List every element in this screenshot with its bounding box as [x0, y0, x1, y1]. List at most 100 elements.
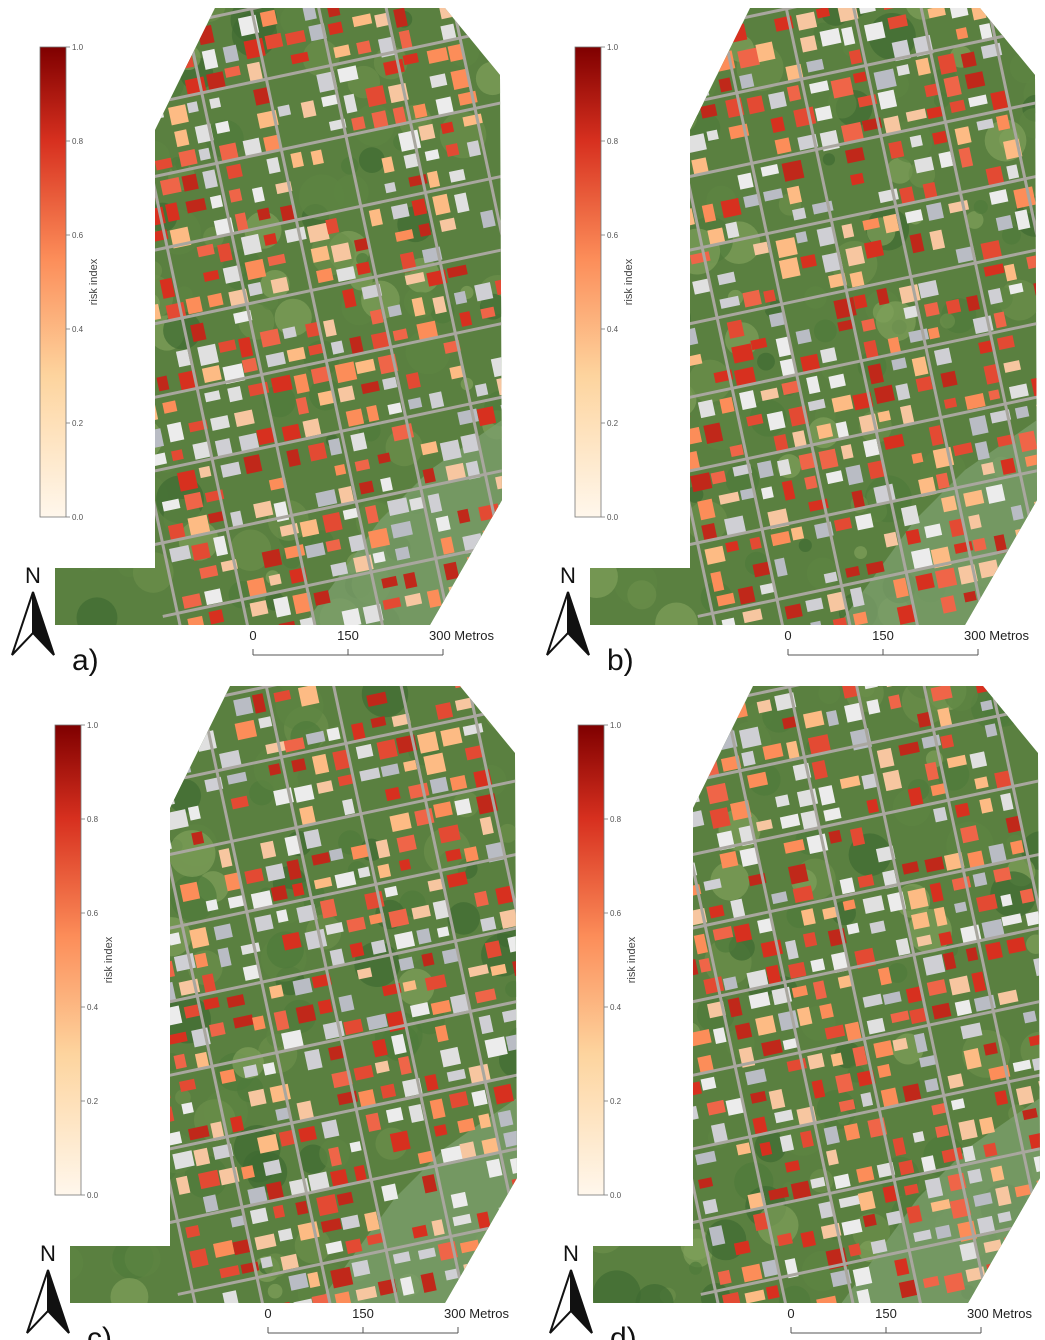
building	[659, 768, 680, 783]
tree-cover	[626, 1008, 668, 1050]
tree-cover	[112, 1200, 158, 1246]
tree-cover	[104, 331, 127, 354]
building	[241, 1165, 255, 1179]
building	[608, 77, 621, 92]
building	[625, 825, 640, 844]
building	[499, 1205, 516, 1225]
tree-cover	[83, 845, 115, 877]
colorbar-tick-label: 1.0	[72, 43, 84, 52]
building	[338, 386, 355, 403]
building	[616, 122, 637, 139]
building	[530, 444, 546, 462]
building	[227, 1314, 246, 1331]
building	[972, 538, 986, 552]
building	[109, 43, 126, 55]
building	[684, 786, 699, 804]
scale-bar-label: 150	[352, 1306, 374, 1321]
building	[676, 406, 690, 419]
building	[667, 359, 683, 371]
building	[885, 672, 907, 688]
building	[955, 803, 970, 818]
building	[440, 1047, 461, 1067]
map-panel: 0.00.20.40.60.81.0risk indexNc)0150300 M…	[27, 630, 644, 1340]
building	[189, 1248, 208, 1268]
colorbar-tick-label: 0.0	[72, 513, 84, 522]
building	[650, 64, 670, 81]
building	[435, 702, 453, 720]
building	[926, 202, 944, 221]
building	[944, 1272, 965, 1293]
tree-cover	[940, 313, 955, 328]
building	[519, 494, 538, 511]
building	[755, 1015, 776, 1036]
building	[674, 740, 688, 753]
building	[102, 824, 121, 845]
building	[248, 1308, 261, 1322]
colorbar-title: risk index	[88, 258, 100, 305]
north-arrow	[12, 592, 33, 655]
building	[975, 677, 993, 694]
colorbar-tick-label: 0.4	[87, 1003, 99, 1012]
building	[733, 923, 752, 942]
building	[121, 211, 143, 230]
building	[152, 739, 169, 751]
map-panel: 0.00.20.40.60.81.0risk indexNd)0150300 M…	[550, 630, 1045, 1340]
panel-label: d)	[610, 1322, 637, 1340]
building	[127, 941, 143, 962]
tree-cover	[77, 157, 119, 199]
aerial-map	[42, 0, 629, 694]
building	[651, 942, 668, 958]
building	[365, 85, 386, 107]
building	[245, 259, 267, 280]
tree-cover	[143, 261, 162, 280]
building	[508, 1254, 522, 1268]
building	[86, 46, 102, 59]
tree-cover	[359, 147, 385, 173]
building	[493, 1084, 514, 1105]
tree-cover	[62, 188, 97, 223]
colorbar-tick-label: 0.4	[610, 1003, 622, 1012]
building	[399, 859, 411, 871]
building	[967, 1169, 982, 1184]
building	[326, 727, 340, 741]
building	[517, 1081, 535, 1102]
building	[649, 166, 666, 185]
building	[113, 264, 130, 280]
north-label: N	[25, 563, 41, 588]
building	[115, 895, 130, 912]
building	[848, 1243, 861, 1256]
building	[530, 1248, 547, 1265]
building	[279, 621, 298, 640]
building	[471, 1090, 487, 1107]
building	[103, 116, 124, 130]
tree-cover	[485, 7, 512, 34]
building	[111, 773, 126, 786]
tree-cover	[108, 0, 147, 24]
building	[692, 712, 709, 732]
building	[739, 74, 754, 89]
building	[531, 1052, 550, 1068]
building	[828, 830, 842, 844]
scale-bar-label: 0	[249, 628, 256, 643]
scale-bar-label: 0	[784, 628, 791, 643]
building	[567, 1218, 580, 1230]
building	[645, 919, 658, 931]
tree-cover	[609, 341, 650, 382]
building	[552, 536, 574, 558]
colorbar-title: risk index	[626, 936, 638, 983]
building	[625, 171, 644, 187]
building	[652, 286, 670, 304]
tree-cover	[601, 736, 633, 768]
building	[112, 871, 127, 886]
building	[129, 40, 145, 55]
tree-cover	[299, 174, 345, 220]
building	[135, 766, 151, 778]
building	[651, 188, 668, 209]
tree-cover	[81, 73, 129, 121]
building	[475, 383, 488, 397]
north-arrow	[48, 1270, 69, 1333]
building	[739, 727, 762, 749]
building	[877, 1064, 891, 1078]
map-panel: 0.00.20.40.60.81.0risk indexNa)0150300 M…	[12, 0, 629, 694]
tree-cover	[107, 1084, 121, 1098]
